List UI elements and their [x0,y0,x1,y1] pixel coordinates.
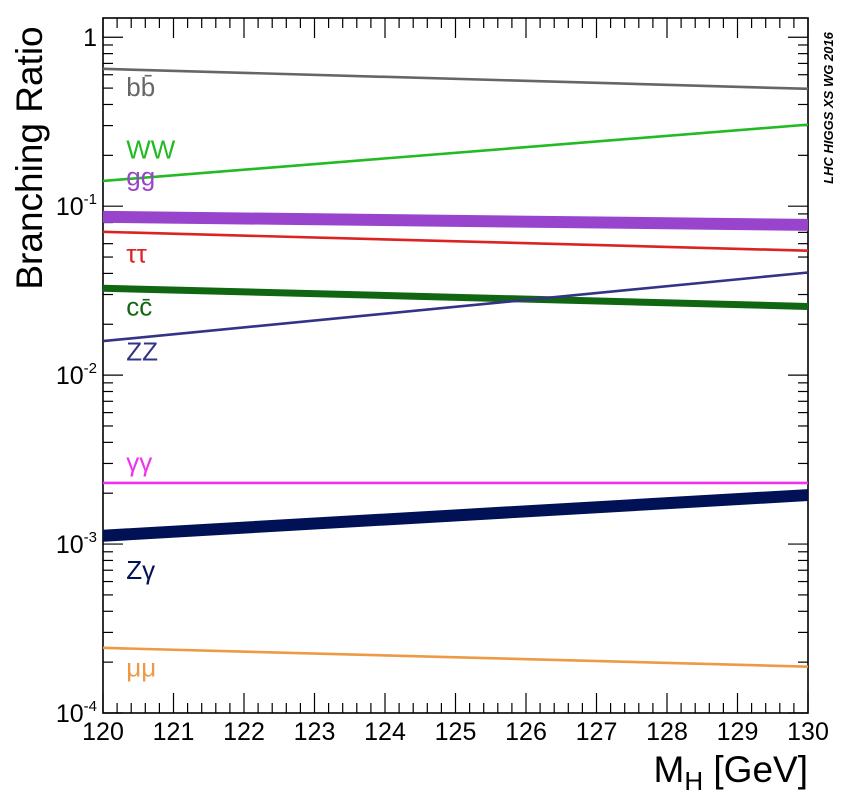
axis-ticks [102,18,809,714]
plot-border [102,17,809,714]
x-tick-label: 126 [505,718,547,746]
y-tick-label-exponent: -4 [84,698,97,715]
series-line [102,123,809,183]
series-line [102,67,809,91]
y-tick-label: 1 [83,24,97,52]
series-line [102,230,809,253]
x-axis-label-subscript: H [684,766,703,796]
series-label: μμ [126,652,156,682]
x-tick-label: 129 [717,718,759,746]
x-tick-labels: 120 121 122 123 124 125 126 127 128 129 130 [82,718,829,746]
x-axis-label-unit: [GeV] [703,749,808,790]
plot-frame [102,17,809,714]
series-line [102,271,809,343]
y-tick-label: 10-1 [56,191,97,221]
y-tick-labels: 110-110-210-310-4 [56,24,97,728]
series-label: gg [126,161,155,191]
x-tick-label: 123 [294,718,336,746]
x-tick-label: 127 [576,718,618,746]
series-label: cc̄ [126,292,152,322]
y-tick-label-base: 10 [56,531,84,559]
x-tick-label: 120 [82,718,124,746]
series-line [102,210,809,231]
series-line [102,646,809,668]
y-tick-label-base: 10 [56,362,84,390]
y-tick-label-exponent: -3 [84,529,97,546]
x-tick-label: 125 [435,718,477,746]
x-tick-label: 128 [646,718,688,746]
series-label: WW [126,134,176,164]
x-axis-label: MH [GeV] [654,749,809,796]
series-label: Zγ [126,555,155,585]
y-axis-label: Branching Ratio [9,26,50,289]
series-lines [102,67,809,668]
x-tick-label: 122 [223,718,265,746]
x-tick-label: 130 [787,718,829,746]
series-label: bb̄ [126,72,155,102]
y-tick-label-base: 1 [83,24,97,52]
series-label: ZZ [126,337,158,367]
x-axis-label-main: M [654,749,685,790]
y-tick-label: 10-4 [56,698,97,728]
y-tick-label: 10-2 [56,360,97,390]
x-tick-label: 124 [364,718,406,746]
series-line [102,489,809,542]
series-label: ττ [126,238,147,268]
y-tick-label-exponent: -2 [84,360,97,377]
x-tick-label: 121 [153,718,195,746]
series-label: γγ [126,447,152,477]
series-line [102,284,809,310]
credit-label: LHC HIGGS XS WG 2016 [821,31,836,183]
y-tick-label-exponent: -1 [84,191,97,208]
y-tick-label-base: 10 [56,700,84,728]
y-tick-label-base: 10 [56,193,84,221]
y-tick-label: 10-3 [56,529,97,559]
